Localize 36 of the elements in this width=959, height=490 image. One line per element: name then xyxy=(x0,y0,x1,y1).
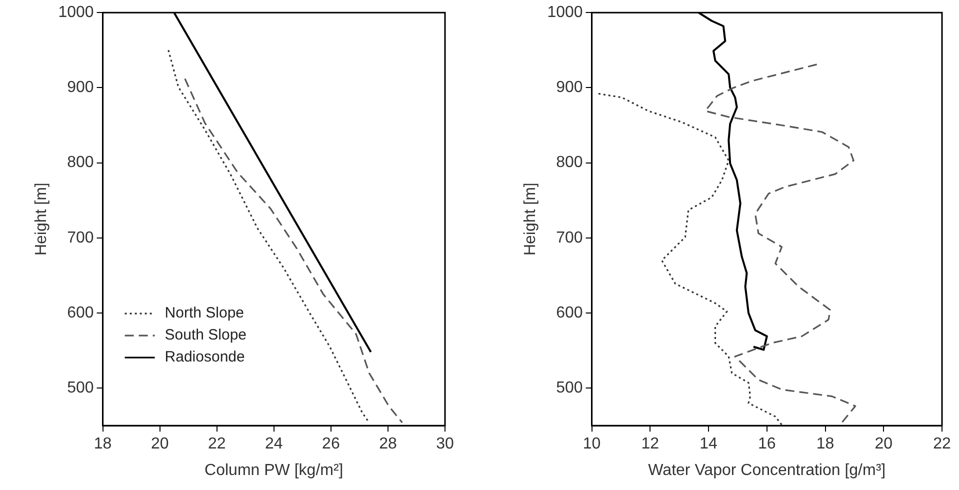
y-tick-label: 900 xyxy=(556,79,583,96)
x-tick-label: 18 xyxy=(94,436,112,453)
legend-label: South Slope xyxy=(164,326,247,344)
y-tick-label: 600 xyxy=(67,304,94,322)
x-tick-label: 30 xyxy=(436,436,454,453)
y-tick-label: 800 xyxy=(67,154,94,172)
y-tick-label: 700 xyxy=(67,229,94,246)
y-tick-label: 1000 xyxy=(547,4,583,22)
x-axis-title: Column PW [kg/m²] xyxy=(204,462,344,479)
line-series xyxy=(598,92,783,426)
y-axis-title: Height [m] xyxy=(522,182,540,256)
line-series xyxy=(704,64,856,424)
x-tick-label: 28 xyxy=(379,436,397,453)
x-tick-label: 22 xyxy=(933,436,951,453)
x-tick-label: 10 xyxy=(582,436,601,453)
y-axis-title: Height [m] xyxy=(33,182,50,256)
x-tick-label: 22 xyxy=(208,436,226,453)
y-tick-label: 500 xyxy=(67,379,94,396)
y-tick-label: 600 xyxy=(556,304,583,322)
x-tick-label: 20 xyxy=(874,436,893,453)
x-tick-label: 14 xyxy=(700,436,718,453)
legend-label: Radiosonde xyxy=(164,348,245,366)
y-tick-label: 1000 xyxy=(58,4,94,22)
y-tick-label: 700 xyxy=(556,229,583,246)
line-series xyxy=(168,49,370,424)
x-tick-label: 16 xyxy=(758,436,776,453)
legend-label: North Slope xyxy=(164,304,244,322)
y-tick-label: 800 xyxy=(556,154,583,172)
x-tick-label: 26 xyxy=(322,436,340,453)
y-tick-label: 500 xyxy=(556,379,583,396)
x-tick-label: 12 xyxy=(641,436,660,453)
x-tick-label: 18 xyxy=(816,436,834,453)
x-tick-label: 20 xyxy=(150,436,169,453)
x-tick-label: 24 xyxy=(265,436,283,453)
y-tick-label: 900 xyxy=(67,79,94,96)
x-axis-title: Water Vapor Concentration [g/m³] xyxy=(648,462,886,479)
